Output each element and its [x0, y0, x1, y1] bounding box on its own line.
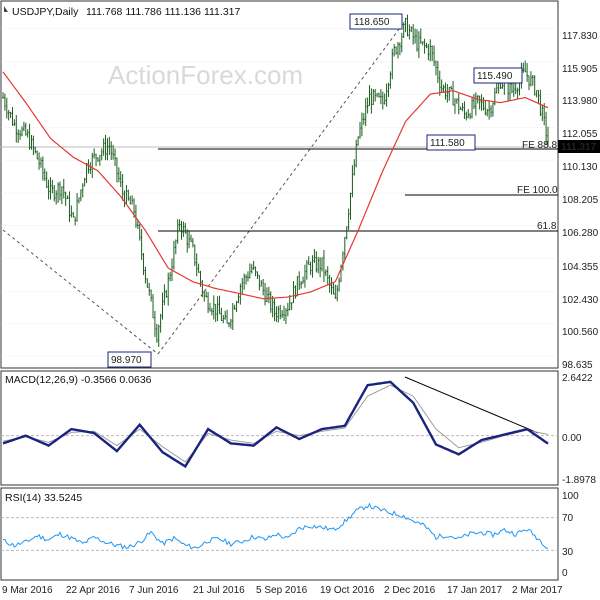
- last-price-text: 111.317: [561, 142, 596, 153]
- x-tick: 22 Apr 2016: [66, 585, 120, 596]
- price-tick: 112.055: [562, 129, 598, 140]
- x-tick: 21 Jul 2016: [193, 585, 245, 596]
- macd-signal-line: [2, 384, 549, 463]
- rsi-tick: 30: [562, 547, 574, 558]
- macd-trendline: [404, 376, 539, 434]
- candles-layer: [2, 14, 549, 347]
- price-tick: 113.980: [562, 96, 598, 107]
- fib-61-label: 61.8: [537, 221, 557, 232]
- price-tick: 98.635: [562, 360, 593, 371]
- rsi-tick: 0: [562, 568, 568, 579]
- watermark: ActionForex.com: [108, 60, 303, 90]
- rsi-line: [2, 502, 549, 550]
- macd-line: [2, 380, 549, 469]
- rsi-axis: 100 70 30 0: [562, 491, 579, 579]
- fe-100-label: FE 100.0: [517, 185, 558, 196]
- price-tick: 108.205: [562, 195, 599, 206]
- annotation-115490: 115.490: [473, 67, 523, 84]
- price-tick: 115.905: [562, 64, 598, 75]
- sma-line: [2, 71, 549, 300]
- ohlc-values: 111.768 111.786 111.136 111.317: [86, 6, 240, 18]
- annotation-115490-text: 115.490: [477, 71, 513, 82]
- rsi-tick: 70: [562, 513, 574, 524]
- price-tick: 110.130: [562, 162, 598, 173]
- x-tick: 19 Oct 2016: [320, 585, 375, 596]
- price-panel: [0, 0, 559, 369]
- macd-tick: 2.6422: [562, 373, 593, 384]
- annotation-118650: 118.650: [349, 13, 403, 30]
- annotation-111580: 111.580: [426, 134, 476, 151]
- last-price-badge-bg: [558, 140, 600, 153]
- macd-tick: 0.00: [562, 433, 582, 444]
- last-price-badge: 111.317: [558, 140, 600, 153]
- fe-88-label: FE 88.8: [522, 140, 557, 151]
- annotation-98970: 98.970: [107, 351, 152, 368]
- x-tick: 17 Jan 2017: [447, 585, 502, 596]
- header-triangle-icon: [4, 6, 8, 12]
- macd-label: MACD(12,26,9) -0.3566 0.0636: [5, 374, 152, 386]
- symbol-label: USDJPY,Daily: [12, 6, 79, 18]
- x-axis: 9 Mar 2016 22 Apr 2016 7 Jun 2016 21 Jul…: [2, 585, 563, 596]
- chart-header: USDJPY,Daily 111.768 111.786 111.136 111…: [4, 6, 240, 18]
- macd-axis: 2.6422 0.00 -1.8978: [562, 373, 596, 486]
- x-tick: 9 Mar 2016: [2, 585, 53, 596]
- annotation-98970-text: 98.970: [111, 355, 142, 366]
- price-tick: 102.430: [562, 295, 599, 306]
- x-tick: 2 Mar 2017: [512, 585, 563, 596]
- price-tick: 104.355: [562, 262, 599, 273]
- price-tick: 106.280: [562, 228, 599, 239]
- price-tick: 117.830: [562, 31, 598, 42]
- annotation-118650-text: 118.650: [354, 17, 390, 28]
- x-tick: 2 Dec 2016: [384, 585, 436, 596]
- x-tick: 7 Jun 2016: [129, 585, 179, 596]
- price-tick: 100.560: [562, 327, 599, 338]
- price-axis: 117.830 115.905 113.980 112.055 110.130 …: [562, 31, 599, 371]
- rsi-label: RSI(14) 33.5245: [5, 492, 82, 504]
- macd-tick: -1.8978: [562, 475, 596, 486]
- rsi-tick: 100: [562, 491, 579, 502]
- x-tick: 5 Sep 2016: [256, 585, 308, 596]
- annotation-111580-text: 111.580: [430, 138, 465, 149]
